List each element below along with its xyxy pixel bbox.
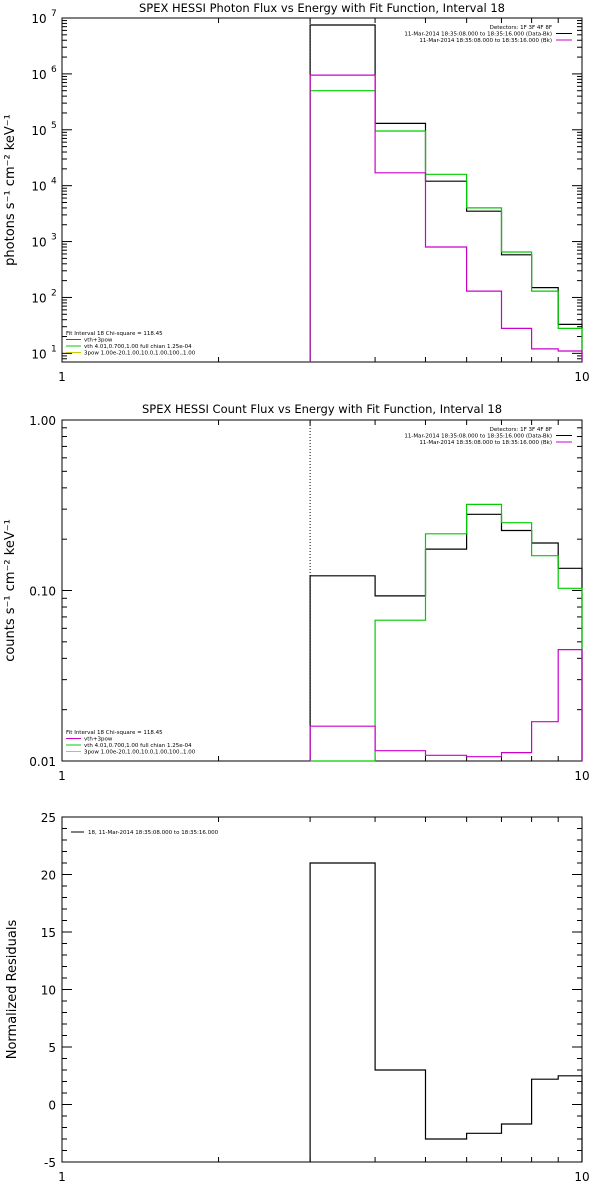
y-axis-label: counts s⁻¹ cm⁻² keV⁻¹ [3,519,18,662]
y-tick-label: 1.00 [29,414,56,428]
y-tick-label: 10 [31,180,46,194]
panel-2: SPEX HESSI Count Flux vs Energy with Fit… [3,402,590,783]
x-tick-label: 1 [58,769,66,783]
y-tick-label: 10 [31,236,46,250]
legend-entry: 11-Mar-2014 18:35:08.000 to 18:35:16.000… [419,440,552,446]
y-tick-label: 10 [31,347,46,361]
legend-entry: 3pow 1.00e-20,1.00,10.0,1.00,100.,1.00 [84,351,196,357]
plot-frame [61,816,583,1163]
legend-entry: 3pow 1.00e-20,1.00,10.0,1.00,100.,1.00 [84,750,196,756]
chart-title: SPEX HESSI Photon Flux vs Energy with Fi… [139,1,505,15]
y-tick-label: 0.10 [29,585,56,599]
y-tick-label: 10 [41,984,56,998]
y-tick-exponent: 6 [51,65,57,75]
chart-title: SPEX HESSI Count Flux vs Energy with Fit… [142,402,502,416]
y-tick-label: 20 [41,869,56,883]
y-tick-exponent: 5 [51,121,57,131]
series-line-1 [309,862,583,1162]
x-tick-label: 1 [58,1170,66,1184]
panel-3: 1 10 -5 0 5 10 15 20 25 Normalized Residuals 18, 1… [5,811,590,1184]
y-tick-exponent: 4 [51,177,57,187]
y-axis-label: Normalized Residuals [5,920,20,1060]
y-axis-label: photons s⁻¹ cm⁻² keV⁻¹ [3,114,18,266]
y-tick-label: 10 [31,68,46,82]
panel-1: SPEX HESSI Photon Flux vs Energy with Fi… [3,1,590,384]
plot-frame [61,17,583,363]
x-tick-label: 10 [574,1170,589,1184]
x-tick-label: 10 [574,769,589,783]
legend-entry: 11-Mar-2014 18:35:08.000 to 18:35:16.000… [404,434,552,440]
legend-entry: vth+3pow [84,338,113,344]
legend-entry: 18, 11-Mar-2014 18:35:08.000 to 18:35:16… [88,830,219,836]
legend-entry: 11-Mar-2014 18:35:08.000 to 18:35:16.000… [419,38,552,44]
y-tick-exponent: 3 [51,233,57,243]
legend-entry: Fit Interval 18 Chi-square = 118.45 [66,331,163,337]
legend-entry: Detectors: 1F 3F 4F 8F [490,25,552,31]
series-line-2 [309,90,583,362]
y-tick-label: 25 [41,811,56,825]
y-tick-exponent: 7 [51,9,57,19]
x-tick-label: 10 [574,370,589,384]
series-line-2 [310,503,583,762]
x-tick-label: 1 [58,370,66,384]
legend-entry: vth 4.01,0.700,1.00 full chian 1.25e-04 [84,344,192,350]
y-tick-label: 10 [31,291,46,305]
y-tick-label: -5 [44,1156,56,1170]
y-tick-exponent: 2 [51,288,57,298]
series-line-1 [309,513,583,761]
legend-entry: Detectors: 1F 3F 4F 8F [490,427,552,433]
series-line-3 [309,649,583,761]
legend-entry: 11-Mar-2014 18:35:08.000 to 18:35:16.000… [404,32,552,38]
y-tick-label: 10 [31,124,46,138]
plot-frame [61,419,583,762]
y-tick-exponent: 1 [51,344,57,354]
y-tick-label: 0 [48,1099,56,1113]
legend-entry: vth+3pow [84,737,113,743]
y-tick-label: 15 [41,926,56,940]
legend-entry: Fit Interval 18 Chi-square = 118.45 [66,730,163,736]
y-tick-label: 10 [31,12,46,26]
series-line-3 [309,74,583,362]
legend-entry: vth 4.01,0.700,1.00 full chian 1.25e-04 [84,743,192,749]
y-tick-label: 0.01 [29,755,56,769]
y-tick-label: 5 [48,1041,56,1055]
